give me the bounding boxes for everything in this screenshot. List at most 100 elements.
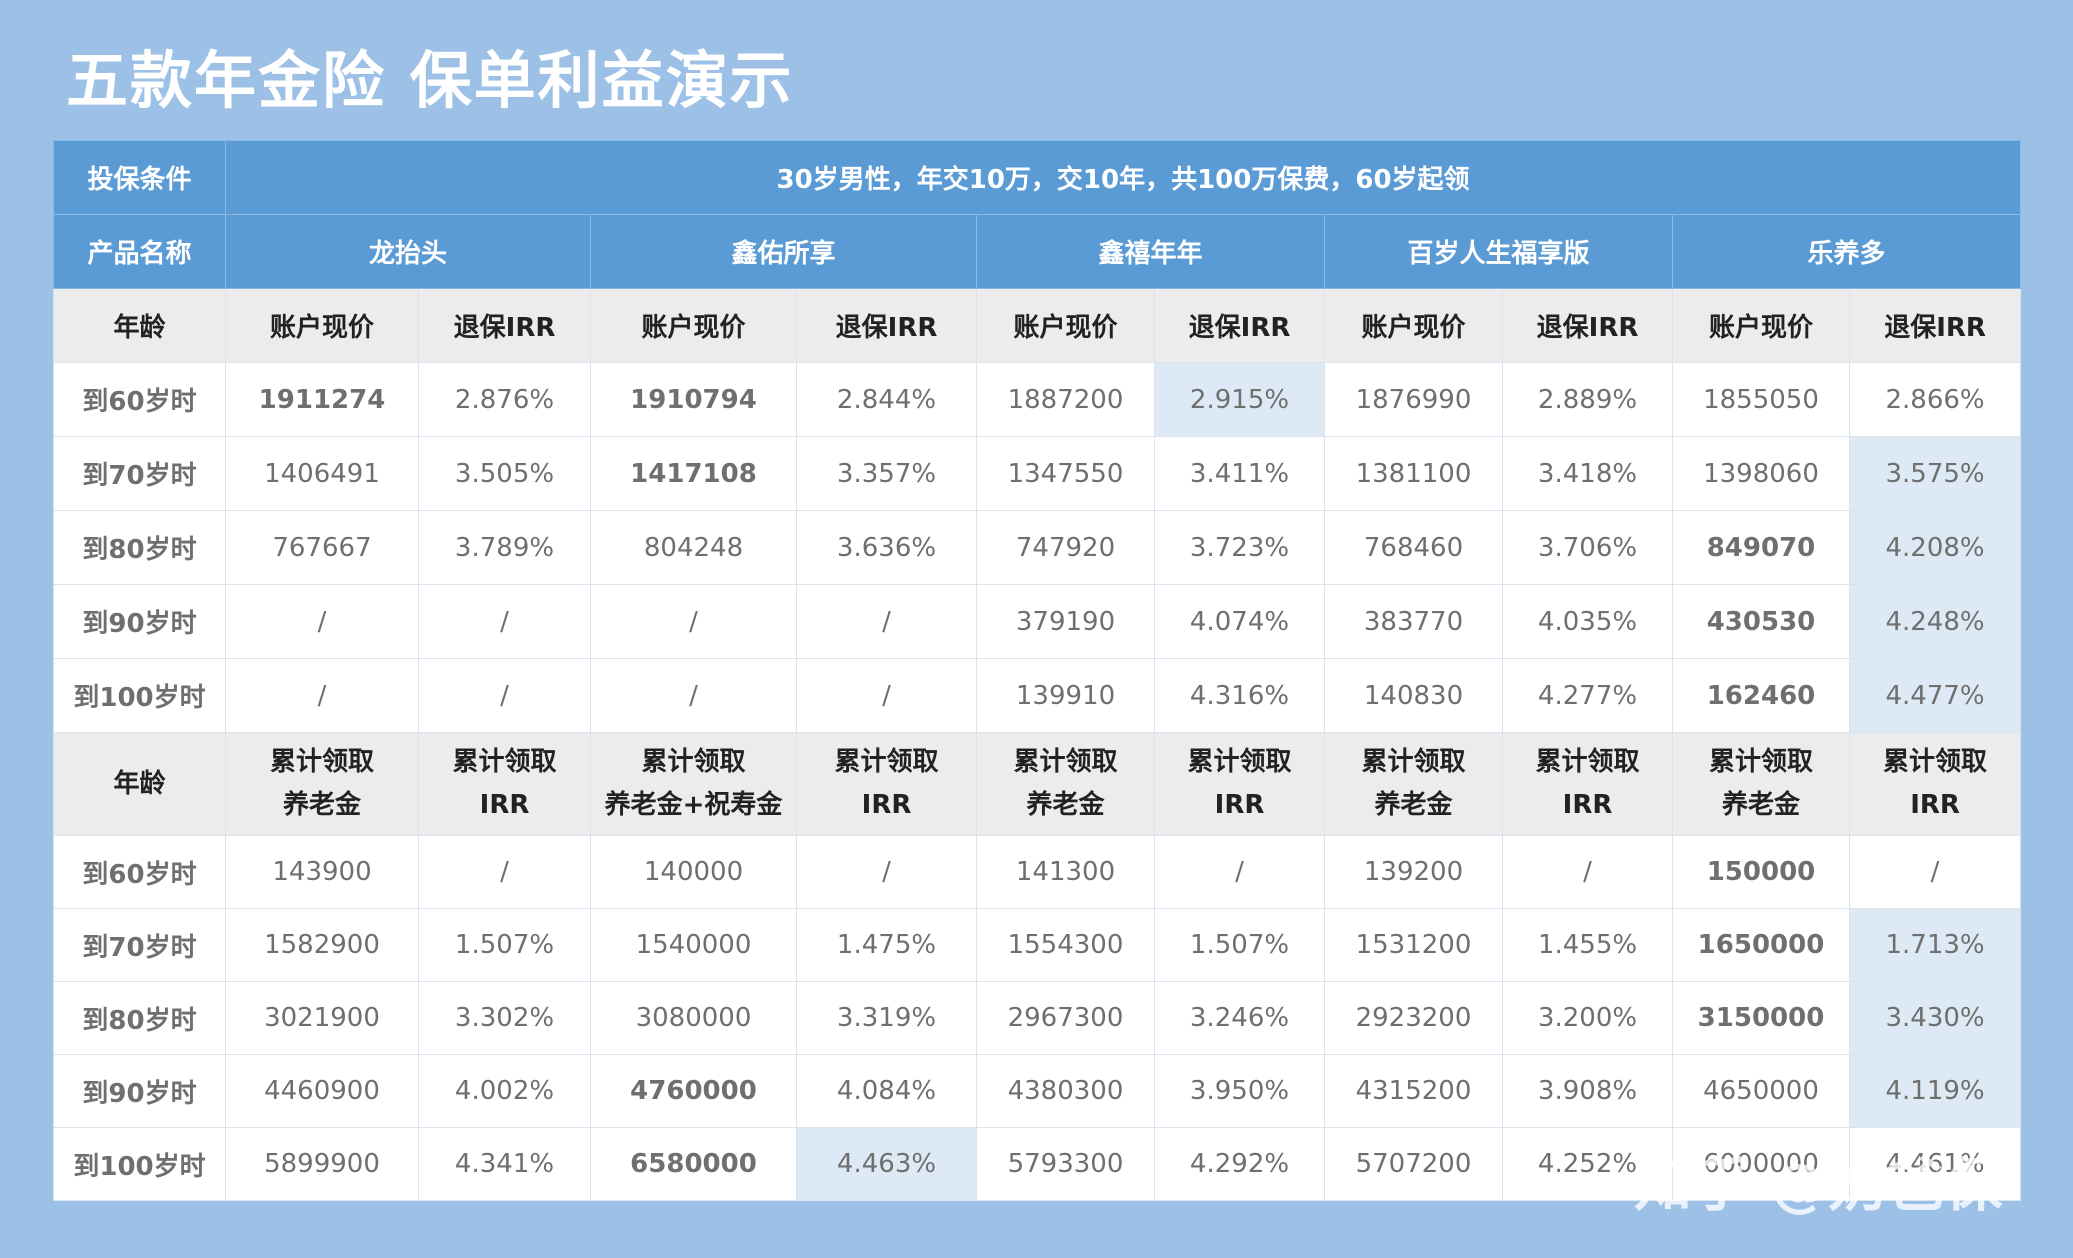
column-header-line: 累计领取 — [1883, 747, 1988, 777]
value-cell: 4650000 — [1672, 1054, 1850, 1128]
value-cell: 2.844% — [796, 362, 977, 437]
value-cell: 747920 — [976, 510, 1155, 585]
value-cell: 4.248% — [1848, 584, 2022, 659]
table-row: 到60岁时 143900/140000/141300/139200/150000/ — [53, 835, 2022, 909]
value-cell: / — [225, 658, 419, 733]
value-cell: 804248 — [590, 510, 797, 585]
product-label: 产品名称 — [53, 214, 226, 289]
value-cell: 4.477% — [1848, 658, 2022, 733]
age-cell: 到90岁时 — [53, 1054, 226, 1128]
value-cell: 3.430% — [1848, 981, 2022, 1055]
value-cell: / — [590, 658, 797, 733]
value-cell: 1398060 — [1672, 436, 1850, 511]
table-row: 到60岁时 1911274 2.876% 1910794 2.844% 1887200 2.… — [53, 362, 2022, 437]
value-cell: 3.723% — [1154, 510, 1325, 585]
age-cell: 到60岁时 — [53, 362, 226, 437]
table-row: 到90岁时 / / //379190 4.074% 383770 4.035% 430530 4… — [53, 584, 2022, 659]
value-cell: 1.713% — [1848, 908, 2022, 982]
table-row: 到80岁时 767667 3.789% 804248 3.636% 747920 3.723… — [53, 510, 2022, 585]
value-cell: 4.084% — [796, 1054, 977, 1128]
column-header: 累计领取 养老金 — [225, 732, 419, 836]
column-header: 账户现价 — [225, 288, 419, 363]
column-header: 累计领取 养老金 — [976, 732, 1155, 836]
value-cell: 139200 — [1324, 835, 1503, 909]
value-cell: 4.292% — [1154, 1127, 1325, 1201]
column-header: 账户现价 — [976, 288, 1155, 363]
value-cell: / — [418, 835, 591, 909]
age-cell: 到100岁时 — [53, 658, 226, 733]
value-cell: 3.319% — [796, 981, 977, 1055]
value-cell: 1650000 — [1672, 908, 1850, 982]
column-header-line: 累计领取 — [834, 747, 939, 777]
value-cell: 1855050 — [1672, 362, 1850, 437]
column-header-line: 年龄 — [113, 768, 166, 799]
value-cell: 140830 — [1324, 658, 1503, 733]
value-cell: 1.507% — [1154, 908, 1325, 982]
condition-value: 30岁男性，年交10万，交10年，共100万保费，60岁起领 — [224, 140, 2022, 215]
table-row: 到70岁时 1582900 1.507% 1540000 1.475% 1554300 1.… — [53, 908, 2022, 982]
column-header: 累计领取 IRR — [1502, 732, 1673, 836]
value-cell: 3150000 — [1672, 981, 1850, 1055]
value-cell: 3.706% — [1502, 510, 1673, 585]
age-cell: 到80岁时 — [53, 510, 226, 585]
value-cell: 3.950% — [1154, 1054, 1325, 1128]
age-cell: 到80岁时 — [53, 981, 226, 1055]
value-cell: 767667 — [225, 510, 419, 585]
table-row: 到80岁时 3021900 3.302% 3080000 3.319% 2967300 3.… — [53, 981, 2022, 1055]
column-header-line: IRR — [1214, 790, 1265, 820]
value-cell: / — [796, 835, 977, 909]
column-header: 退保IRR — [1154, 288, 1325, 363]
product-name: 乐养多 — [1671, 214, 2022, 289]
product-name: 龙抬头 — [225, 214, 591, 289]
column-header-line: 养老金 — [1374, 790, 1453, 820]
value-cell: 1417108 — [590, 436, 797, 511]
column-header: 累计领取 养老金 — [1672, 732, 1850, 836]
column-header: 累计领取 IRR — [796, 732, 977, 836]
value-cell: 3.418% — [1502, 436, 1673, 511]
value-cell: / — [225, 584, 419, 659]
policy-benefit-table: 投保条件 30岁男性，年交10万，交10年，共100万保费，60岁起领 产品名称… — [53, 140, 2022, 1201]
value-cell: 2.915% — [1154, 362, 1325, 437]
value-cell: 1911274 — [225, 362, 419, 437]
value-cell: 1582900 — [225, 908, 419, 982]
value-cell: 139910 — [976, 658, 1155, 733]
value-cell: 3021900 — [225, 981, 419, 1055]
value-cell: 3.908% — [1502, 1054, 1673, 1128]
column-header: 退保IRR — [1848, 288, 2022, 363]
column-header: 退保IRR — [1502, 288, 1673, 363]
column-header: 年龄 — [53, 288, 226, 363]
value-cell: 2923200 — [1324, 981, 1503, 1055]
column-header-line: IRR — [479, 790, 530, 820]
value-cell: 383770 — [1324, 584, 1503, 659]
column-header-line: 养老金 — [282, 790, 361, 820]
value-cell: 143900 — [225, 835, 419, 909]
value-cell: 4380300 — [976, 1054, 1155, 1128]
value-cell: / — [1848, 835, 2022, 909]
value-cell: 4.252% — [1502, 1127, 1673, 1201]
table-row: 到100岁时 / / //139910 4.316% 140830 4.277% 162460… — [53, 658, 2022, 733]
value-cell: 6580000 — [590, 1127, 797, 1201]
value-cell: 4.341% — [418, 1127, 591, 1201]
value-cell: 1.507% — [418, 908, 591, 982]
value-cell: 4.277% — [1502, 658, 1673, 733]
value-cell: 4.002% — [418, 1054, 591, 1128]
value-cell: 5793300 — [976, 1127, 1155, 1201]
table-row: 到100岁时 5899900 4.341% 6580000 4.463% 5793300 4… — [53, 1127, 2022, 1201]
column-header-row: 年龄 累计领取 养老金 累计领取 IRR 累计领取 养老金+祝寿金 累计领取 IRR 累计领取 养老… — [53, 732, 2022, 836]
column-header-row: 年龄 账户现价 退保IRR 账户现价 退保IRR 账户现价 退保IRR 账户现价 退保IRR 账户… — [53, 288, 2022, 363]
value-cell: 4.074% — [1154, 584, 1325, 659]
age-cell: 到70岁时 — [53, 436, 226, 511]
column-header: 累计领取 IRR — [418, 732, 591, 836]
column-header: 累计领取 养老金+祝寿金 — [590, 732, 797, 836]
column-header-line: 累计领取 — [269, 747, 374, 777]
value-cell: 5899900 — [225, 1127, 419, 1201]
value-cell: 4460900 — [225, 1054, 419, 1128]
value-cell: 1406491 — [225, 436, 419, 511]
condition-row: 投保条件 30岁男性，年交10万，交10年，共100万保费，60岁起领 — [53, 140, 2022, 215]
column-header: 退保IRR — [418, 288, 591, 363]
value-cell: 1.455% — [1502, 908, 1673, 982]
value-cell: 1910794 — [590, 362, 797, 437]
column-header-line: IRR — [1562, 790, 1613, 820]
value-cell: 3.636% — [796, 510, 977, 585]
value-cell: 1887200 — [976, 362, 1155, 437]
